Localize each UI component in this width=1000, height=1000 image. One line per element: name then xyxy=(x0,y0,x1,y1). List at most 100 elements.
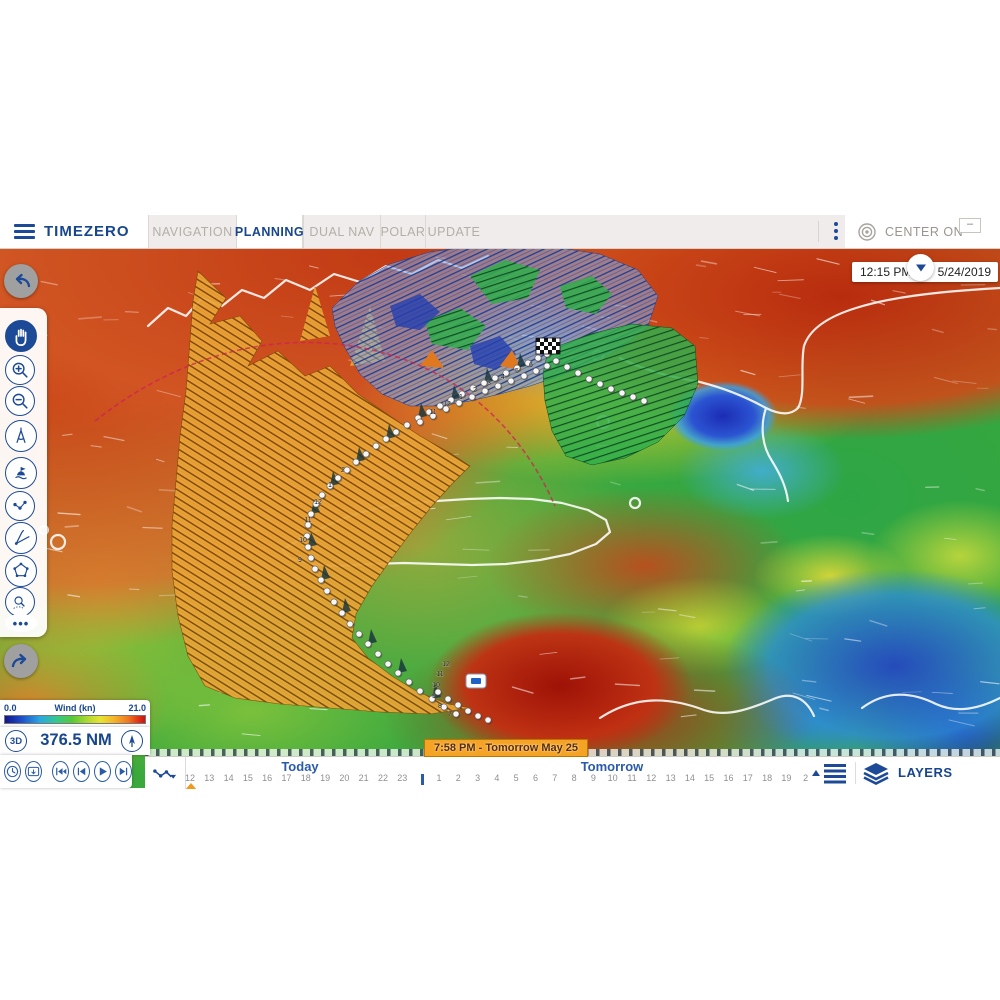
app-logo[interactable]: TIMEZERO xyxy=(0,215,148,248)
tool-palette: ••• xyxy=(0,308,47,637)
route-tool-button[interactable] xyxy=(5,491,35,521)
timeline-current-time-marker[interactable] xyxy=(185,783,197,789)
boat-marker[interactable] xyxy=(465,673,487,689)
svg-text:2: 2 xyxy=(473,387,477,394)
svg-text:9: 9 xyxy=(432,693,436,700)
timeline-hour: 20 xyxy=(339,773,350,783)
svg-text:12: 12 xyxy=(442,661,450,668)
clock-icon xyxy=(6,765,19,778)
bearing-caliper-icon xyxy=(14,529,30,545)
timeline-hour: 17 xyxy=(742,773,753,783)
svg-text:5: 5 xyxy=(515,368,519,375)
layers-icon xyxy=(863,763,889,785)
svg-text:9: 9 xyxy=(298,557,302,564)
skip-end-icon xyxy=(119,767,128,776)
timeline-hour: 8 xyxy=(571,773,577,783)
time-transport-panel xyxy=(0,755,132,788)
timeline-hour: 16 xyxy=(262,773,273,783)
timeline-hour: 1 xyxy=(436,773,442,783)
timeline-bar[interactable]: Today Tomorrow 12 13 14 15 16 17 18 19 20 21 22 23 … xyxy=(145,756,1000,789)
nav-status-panel: 3D 376.5 NM xyxy=(0,727,150,755)
zoom-out-icon xyxy=(12,393,28,409)
zoom-in-button[interactable] xyxy=(5,355,35,385)
tab-update[interactable]: UPDATE xyxy=(425,215,482,248)
hamburger-menu-icon[interactable] xyxy=(14,224,35,239)
chevron-down-icon xyxy=(915,264,926,271)
skip-to-end-button[interactable] xyxy=(115,761,132,782)
pan-tool-button[interactable] xyxy=(5,320,37,352)
play-button[interactable] xyxy=(94,761,111,782)
more-tools-button[interactable]: ••• xyxy=(5,614,37,632)
timeline-hour: 10 xyxy=(607,773,618,783)
timeline-hour: 6 xyxy=(532,773,539,783)
realtime-clock-button[interactable] xyxy=(4,761,21,782)
timeline-hour: 3 xyxy=(475,773,481,783)
svg-text:6: 6 xyxy=(529,362,533,369)
timeline-hour: 14 xyxy=(684,773,695,783)
waypoint-tool-button[interactable] xyxy=(5,457,37,489)
kebab-menu-icon[interactable] xyxy=(829,222,843,242)
redo-forward-button[interactable] xyxy=(4,644,38,678)
search-route-tool-button[interactable] xyxy=(5,587,35,617)
wind-scale-label: Wind (kn) xyxy=(54,703,96,713)
compass-divider-icon xyxy=(16,427,26,443)
back-arrow-icon xyxy=(15,273,31,288)
wind-color-gradient xyxy=(4,715,146,724)
buoy-flag-icon xyxy=(15,466,27,480)
timeline-hour: 12 xyxy=(184,773,196,783)
svg-text:11: 11 xyxy=(436,671,443,678)
finish-flag-icon[interactable] xyxy=(535,337,561,355)
svg-text:1: 1 xyxy=(328,482,332,489)
timeline-day-divider xyxy=(421,774,424,785)
tab-dual-nav[interactable]: DUAL NAV xyxy=(303,215,380,248)
timeline-hour: 18 xyxy=(300,773,311,783)
forward-arrow-icon xyxy=(11,653,27,668)
timeline-hour: 9 xyxy=(590,773,596,783)
play-icon xyxy=(99,767,107,776)
timeline-hour: 22 xyxy=(377,773,389,783)
current-date: 5/24/2019 xyxy=(937,265,991,279)
timeline-tomorrow-label: Tomorrow xyxy=(580,759,644,774)
timeline-today-label: Today xyxy=(281,759,319,774)
svg-text:4: 4 xyxy=(501,374,505,381)
timeline-hour: 7 xyxy=(552,773,558,783)
timeline-hour: 4 xyxy=(494,773,500,783)
wind-scale-min: 0.0 xyxy=(4,703,17,713)
center-on-target-icon xyxy=(858,222,876,241)
expand-list-icon xyxy=(812,764,846,784)
layers-button[interactable] xyxy=(862,762,890,789)
bearing-tool-button[interactable] xyxy=(5,522,37,554)
svg-text:11: 11 xyxy=(304,517,311,524)
skip-to-start-button[interactable] xyxy=(52,761,69,782)
datetime-dropdown-button[interactable] xyxy=(907,254,934,281)
tab-planning[interactable]: PLANNING xyxy=(235,215,304,248)
timeline-hour: 11 xyxy=(627,773,637,783)
timeline-mode-button[interactable] xyxy=(145,757,186,789)
search-route-icon xyxy=(13,596,25,609)
timeline-hour: 2 xyxy=(455,773,461,783)
datetime-widget[interactable]: 12:15 PM 5/24/2019 xyxy=(852,254,998,282)
area-tool-button[interactable] xyxy=(5,555,37,587)
tab-navigation[interactable]: NAVIGATION xyxy=(148,215,236,248)
zoom-out-button[interactable] xyxy=(5,386,35,416)
step-back-button[interactable] xyxy=(73,761,90,782)
timeline-hour: 15 xyxy=(704,773,715,783)
mode-3d-button[interactable]: 3D xyxy=(5,730,27,752)
tab-polar[interactable]: POLAR xyxy=(380,215,425,248)
layers-label: LAYERS xyxy=(898,765,953,780)
timeline-hour: 19 xyxy=(320,773,331,783)
graph-route-icon xyxy=(153,769,177,779)
divider-tool-button[interactable] xyxy=(5,420,37,452)
timeline-expand-button[interactable] xyxy=(810,762,848,789)
timeline-hour: 15 xyxy=(242,773,253,783)
route-polyline-icon xyxy=(13,500,27,510)
undo-back-button[interactable] xyxy=(4,264,38,298)
goto-date-button[interactable] xyxy=(25,761,42,782)
orientation-button[interactable] xyxy=(121,730,143,752)
timeline-hour: 2 xyxy=(803,773,809,783)
minimize-button[interactable]: – xyxy=(959,218,981,233)
hand-icon xyxy=(15,328,27,347)
chart-map[interactable]: 11 12 1 2 3 4 5 6 10 9 11 12 1 2 12 11 10 9 8 7 xyxy=(0,246,1000,788)
